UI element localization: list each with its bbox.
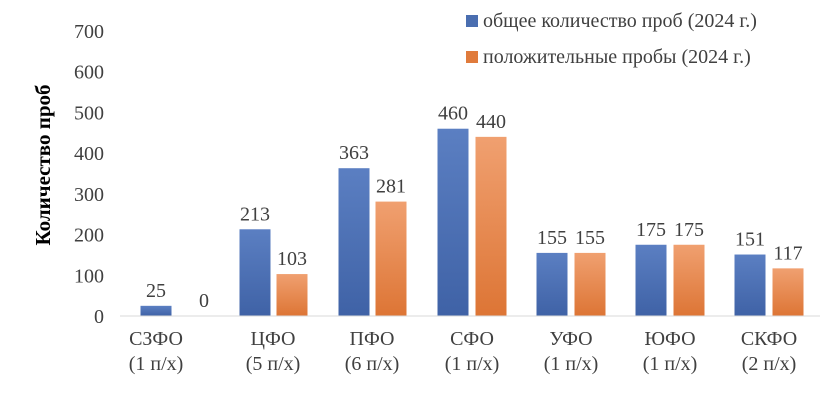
x-tick-label: ЮФО (1 п/х) [643, 328, 698, 375]
legend-swatch [466, 51, 478, 63]
bar [375, 201, 407, 316]
bar-value-label: 175 [674, 219, 704, 241]
x-tick-label-line: УФО [549, 328, 592, 350]
x-axis-ticks: СЗФО (1 п/х) ЦФО (5 п/х) ПФО (6 п/х) СФО (1 п/х… [129, 328, 797, 375]
bar [536, 252, 568, 316]
bar-value-label: 440 [476, 111, 506, 133]
bar-value-label: 363 [339, 142, 369, 164]
y-tick-label: 300 [74, 184, 104, 206]
y-tick-label: 400 [74, 143, 104, 165]
x-tick-label-line: ЮФО [644, 328, 695, 350]
x-tick-label: ЦФО (5 п/х) [246, 328, 301, 375]
y-tick-label: 200 [74, 225, 104, 247]
bar-value-label: 103 [277, 248, 307, 270]
bar [734, 254, 766, 316]
x-tick-label-line: ПФО [350, 328, 395, 350]
bar [338, 168, 370, 316]
y-tick-label: 600 [74, 62, 104, 84]
x-tick-label-line: (5 п/х) [246, 353, 301, 375]
x-tick-label-line: (1 п/х) [544, 353, 599, 375]
bar-value-label: 0 [199, 290, 209, 312]
bar [673, 244, 705, 316]
bar-value-label: 175 [636, 219, 666, 241]
x-tick-label: СФО (1 п/х) [445, 328, 500, 375]
x-tick-label-line: (1 п/х) [129, 353, 184, 375]
y-tick-label: 100 [74, 265, 104, 287]
y-tick-label: 500 [74, 102, 104, 124]
bars [140, 128, 804, 316]
legend: общее количество проб (2024 г.) положител… [466, 10, 757, 68]
y-axis-title-group: Количество проб [31, 84, 55, 245]
x-tick-label-line: (1 п/х) [643, 353, 698, 375]
bar [475, 136, 507, 316]
bar [437, 128, 469, 316]
y-tick-label: 700 [74, 21, 104, 43]
x-tick-label-line: (1 п/х) [445, 353, 500, 375]
x-tick-label: УФО (1 п/х) [544, 328, 599, 375]
x-tick-label-line: (2 п/х) [742, 353, 797, 375]
bar [239, 229, 271, 316]
bar-value-labels: 25 0 213 363 460 155 175 151 103 281 440 155 175 117 [146, 103, 803, 312]
bar [772, 268, 804, 316]
bar-value-label: 281 [376, 176, 406, 198]
bar-value-label: 151 [735, 229, 765, 251]
bar-value-label: 460 [438, 103, 468, 125]
bar-value-label: 25 [146, 280, 166, 302]
x-tick-label-line: ЦФО [251, 328, 296, 350]
bar [635, 244, 667, 316]
legend-label: положительные пробы (2024 г.) [483, 46, 751, 68]
x-tick-label-line: СЗФО [129, 328, 183, 350]
y-tick-label: 0 [94, 306, 104, 328]
y-axis-title: Количество проб [31, 84, 55, 245]
x-tick-label: СКФО (2 п/х) [741, 328, 797, 375]
bar [140, 305, 172, 316]
x-tick-label: СЗФО (1 п/х) [129, 328, 184, 375]
bar-value-label: 155 [537, 227, 567, 249]
bar-value-label: 117 [773, 242, 802, 264]
bar [574, 252, 606, 316]
y-axis-ticks: 0 100 200 300 400 500 600 700 [74, 21, 104, 328]
legend-label: общее количество проб (2024 г.) [483, 10, 757, 32]
x-tick-label-line: (6 п/х) [345, 353, 400, 375]
x-tick-label-line: СКФО [741, 328, 797, 350]
x-tick-label: ПФО (6 п/х) [345, 328, 400, 375]
x-tick-label-line: СФО [450, 328, 494, 350]
legend-swatch [466, 15, 478, 27]
bar-value-label: 213 [240, 203, 270, 225]
bar [276, 274, 308, 316]
bar-value-label: 155 [575, 227, 605, 249]
